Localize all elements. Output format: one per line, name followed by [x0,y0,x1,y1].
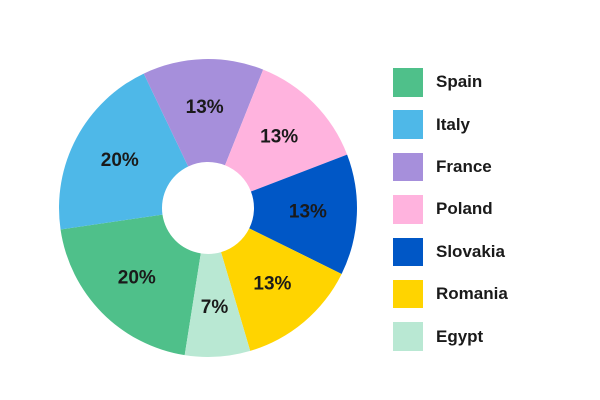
svg-text:13%: 13% [253,274,291,295]
svg-text:20%: 20% [118,267,156,288]
svg-text:13%: 13% [186,97,224,118]
svg-text:7%: 7% [201,297,229,318]
svg-text:13%: 13% [260,127,298,148]
svg-text:13%: 13% [289,202,327,223]
svg-text:20%: 20% [101,150,139,171]
